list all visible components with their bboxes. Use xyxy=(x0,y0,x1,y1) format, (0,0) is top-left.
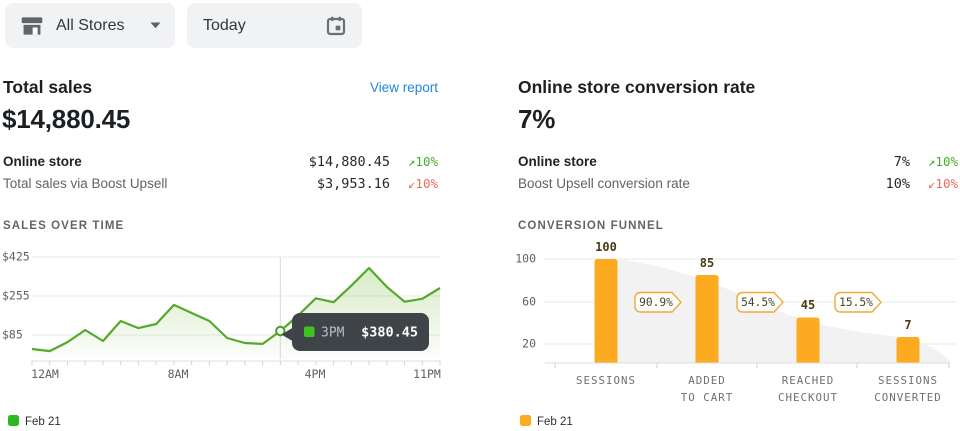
sales-over-time-chart[interactable]: $425 $255 $85 12AM 8AM 4PM 11PM 3PM $380… xyxy=(0,240,470,431)
trend-up-icon: ↗ xyxy=(407,154,416,169)
metric-delta: ↗10% xyxy=(407,154,438,169)
x-axis-label: 8AM xyxy=(168,367,189,381)
funnel-category-label: REACHED xyxy=(782,374,835,387)
total-sales-headline: $14,880.45 xyxy=(2,104,131,134)
hover-point-marker xyxy=(275,325,286,337)
conversion-funnel-chart[interactable]: 100 60 20 100 85 45 7 90.9% 54.5% 15.5% … xyxy=(510,240,960,431)
total-sales-metric-rows: Online store $14,880.45 ↗10% Total sales… xyxy=(3,154,438,198)
conversion-rate-badge: 54.5% xyxy=(736,291,784,313)
conversion-funnel-section-title: CONVERSION FUNNEL xyxy=(518,220,664,232)
legend-swatch xyxy=(8,415,19,426)
funnel-bar xyxy=(896,337,920,363)
total-sales-title: Total sales xyxy=(3,77,93,97)
metric-value: $14,880.45 xyxy=(308,154,390,170)
funnel-bar-value: 45 xyxy=(801,298,815,312)
date-selector-label: Today xyxy=(203,16,246,34)
y-axis-label: $425 xyxy=(2,250,30,264)
svg-text:15.5%: 15.5% xyxy=(839,296,873,309)
x-axis-label: 11PM xyxy=(413,367,441,381)
sales-over-time-section-title: SALES OVER TIME xyxy=(3,220,125,232)
funnel-category-label: SESSIONS xyxy=(878,374,938,387)
sales-x-ticks xyxy=(31,361,441,365)
metric-row: Boost Upsell conversion rate 10% ↙10% xyxy=(518,176,958,198)
metric-value: 10% xyxy=(885,176,910,192)
metric-delta: ↙10% xyxy=(927,176,958,191)
funnel-bar-value: 100 xyxy=(595,240,617,254)
legend-swatch xyxy=(520,415,531,426)
funnel-category-label: CHECKOUT xyxy=(778,391,838,404)
legend-label: Feb 21 xyxy=(25,416,61,428)
svg-text:54.5%: 54.5% xyxy=(741,296,775,309)
metric-delta: ↗10% xyxy=(927,154,958,169)
tooltip-arrow xyxy=(281,327,294,342)
metric-value: 7% xyxy=(893,154,910,170)
metric-row: Total sales via Boost Upsell $3,953.16 ↙… xyxy=(3,176,438,198)
funnel-bar xyxy=(695,274,719,363)
metric-row: Online store $14,880.45 ↗10% xyxy=(3,154,438,176)
conversion-headline: 7% xyxy=(518,104,556,134)
y-axis-label: $85 xyxy=(2,328,23,342)
view-report-link[interactable]: View report xyxy=(369,80,438,95)
trend-down-icon: ↙ xyxy=(927,176,936,191)
conversion-header: Online store conversion rate xyxy=(518,77,958,98)
funnel-bar xyxy=(594,259,618,363)
storefront-icon xyxy=(19,13,45,39)
y-axis-label: 60 xyxy=(522,295,536,309)
store-selector-label: All Stores xyxy=(56,16,125,34)
conversion-rate-badge: 15.5% xyxy=(834,291,882,313)
calendar-icon xyxy=(324,14,348,38)
trend-down-icon: ↙ xyxy=(407,176,416,191)
y-axis-label: $255 xyxy=(2,289,30,303)
metric-value: $3,953.16 xyxy=(316,176,390,192)
tooltip-value: $380.45 xyxy=(361,325,418,341)
date-selector-button[interactable]: Today xyxy=(187,3,362,48)
funnel-category-label: TO CART xyxy=(681,391,734,404)
metric-label: Total sales via Boost Upsell xyxy=(3,176,168,191)
tooltip-body xyxy=(292,313,429,351)
y-axis-label: 100 xyxy=(515,252,536,266)
funnel-category-label: SESSIONS xyxy=(576,374,636,387)
conversion-rate-badge: 90.9% xyxy=(634,291,682,313)
sales-line xyxy=(31,266,441,353)
metric-label: Online store xyxy=(518,154,597,169)
x-axis-label: 4PM xyxy=(305,367,326,381)
metric-label: Online store xyxy=(3,154,82,169)
svg-text:90.9%: 90.9% xyxy=(639,296,673,309)
chevron-down-icon xyxy=(150,22,161,29)
total-sales-header: Total sales View report xyxy=(3,77,438,98)
metric-delta: ↙10% xyxy=(407,176,438,191)
conversion-title: Online store conversion rate xyxy=(518,77,756,97)
metric-label: Boost Upsell conversion rate xyxy=(518,176,690,191)
trend-up-icon: ↗ xyxy=(927,154,936,169)
chart-tooltip: 3PM $380.45 xyxy=(281,313,429,351)
tooltip-series-swatch xyxy=(304,326,315,337)
funnel-bar-value: 7 xyxy=(904,318,911,332)
y-axis-label: 20 xyxy=(522,337,536,351)
funnel-category-label: ADDED xyxy=(688,374,726,387)
tooltip-time: 3PM xyxy=(321,326,345,341)
funnel-category-label: CONVERTED xyxy=(874,391,942,404)
conversion-metric-rows: Online store 7% ↗10% Boost Upsell conver… xyxy=(518,154,958,198)
store-selector-button[interactable]: All Stores xyxy=(5,3,175,48)
x-axis-label: 12AM xyxy=(31,367,59,381)
funnel-bar xyxy=(796,317,820,363)
funnel-bar-value: 85 xyxy=(700,256,714,270)
legend-label: Feb 21 xyxy=(537,416,573,428)
metric-row: Online store 7% ↗10% xyxy=(518,154,958,176)
